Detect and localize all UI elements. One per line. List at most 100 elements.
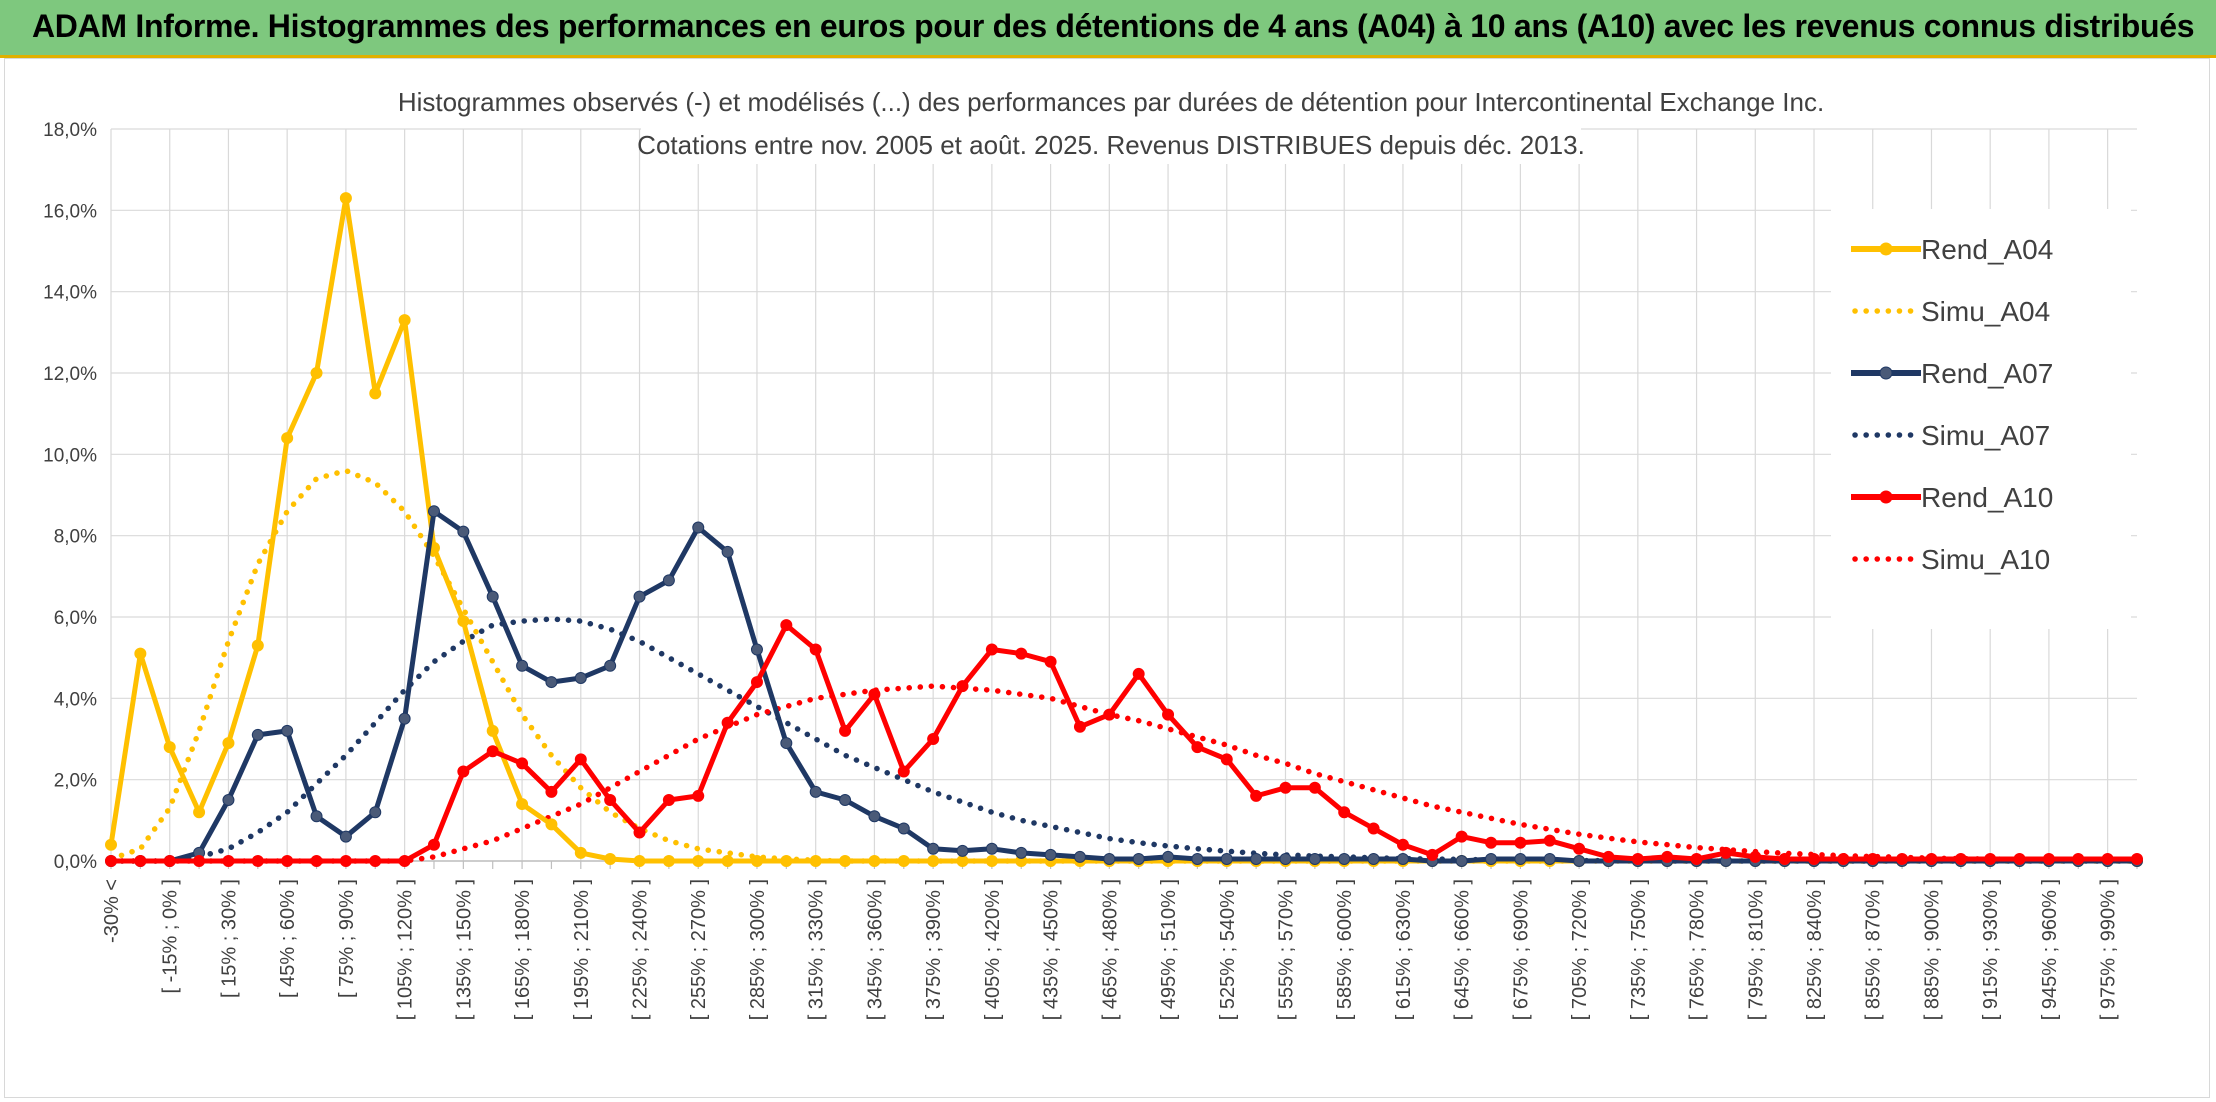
data-point <box>1661 850 1674 863</box>
data-point <box>839 794 852 806</box>
x-tick-label: [ 285% ; 300% ] <box>747 879 769 1020</box>
y-tick-label: 6,0% <box>54 608 97 629</box>
data-point <box>2072 852 2085 865</box>
data-point <box>1073 850 1086 863</box>
data-point <box>1250 852 1263 865</box>
data-point <box>1514 852 1527 865</box>
title-bg <box>376 83 1846 121</box>
y-tick-labels: 0,0% 2,0% 4,0% 6,0% 8,0% 10,0% 12,0% 14,0% 16,0%… <box>43 120 97 873</box>
legend-entry-Simu_A10: Simu_A10 <box>1852 544 2050 575</box>
data-point <box>1485 852 1498 865</box>
data-point <box>2042 852 2055 865</box>
data-point <box>222 855 235 867</box>
data-point <box>1602 850 1615 863</box>
data-point <box>1808 852 1821 865</box>
data-point <box>1925 852 1938 865</box>
x-tick-label: [ 885% ; 900% ] <box>1921 879 1943 1020</box>
data-point <box>956 855 969 867</box>
data-point <box>956 844 969 857</box>
data-point <box>193 855 206 867</box>
data-point <box>662 855 675 867</box>
x-tick-label: [ 435% ; 450% ] <box>1041 879 1063 1020</box>
legend-entry-Simu_A07: Simu_A07 <box>1852 420 2050 451</box>
x-tick-label: [ 315% ; 330% ] <box>806 879 828 1020</box>
legend-marker <box>1879 366 1893 380</box>
y-tick-label: 8,0% <box>54 527 97 548</box>
data-point <box>1191 741 1204 754</box>
data-point <box>633 855 646 867</box>
data-point <box>1837 852 1850 865</box>
data-point <box>163 741 176 754</box>
data-point <box>692 789 705 802</box>
legend-marker <box>1879 242 1893 256</box>
data-point <box>1103 708 1116 721</box>
data-point <box>839 855 852 867</box>
data-point <box>486 724 499 737</box>
x-tick-label: [ 735% ; 750% ] <box>1628 879 1650 1020</box>
data-point <box>105 838 117 851</box>
y-tick-label: 12,0% <box>43 364 97 385</box>
data-point <box>251 728 264 741</box>
title-line: Histogrammes observés (-) et modélisés (… <box>398 87 1824 117</box>
legend-marker <box>1879 490 1893 504</box>
data-point <box>927 733 940 745</box>
data-point <box>985 643 998 656</box>
data-point <box>574 672 587 684</box>
data-point <box>457 615 470 628</box>
data-point <box>1719 846 1732 859</box>
x-tick-label: [ 555% ; 570% ] <box>1275 879 1297 1020</box>
data-point <box>1162 850 1175 863</box>
x-tick-label: [ 795% ; 810% ] <box>1745 879 1767 1020</box>
data-point <box>427 505 440 518</box>
x-tick-label: [ 975% ; 990% ] <box>2098 879 2120 1020</box>
data-point <box>1044 655 1057 668</box>
data-point <box>604 794 617 806</box>
legend-entry-Simu_A04: Simu_A04 <box>1852 296 2050 327</box>
legend-label: Simu_A10 <box>1921 544 2050 575</box>
data-point <box>1220 852 1233 865</box>
x-tick-label: [ 585% ; 600% ] <box>1334 879 1356 1020</box>
data-point <box>692 855 705 867</box>
data-point <box>985 842 998 855</box>
data-point <box>662 794 675 806</box>
data-point <box>398 855 411 867</box>
data-point <box>1015 846 1028 859</box>
data-point <box>134 647 147 660</box>
data-point <box>486 745 499 758</box>
x-tick-label: [ 855% ; 870% ] <box>1863 879 1885 1020</box>
data-point <box>310 367 323 379</box>
data-point <box>1338 806 1351 819</box>
y-tick-label: 16,0% <box>43 201 97 222</box>
data-point <box>839 724 852 737</box>
data-point <box>721 545 734 558</box>
y-tick-label: 4,0% <box>54 689 97 710</box>
data-point <box>1191 852 1204 865</box>
data-point <box>1338 852 1351 865</box>
legend-label: Rend_A07 <box>1921 358 2053 389</box>
data-point <box>339 830 352 843</box>
data-point <box>369 855 382 867</box>
data-point <box>750 676 763 689</box>
data-point <box>516 798 529 811</box>
y-tick-label: 0,0% <box>54 852 97 873</box>
x-tick-label: [ 165% ; 180% ] <box>512 879 534 1020</box>
x-tick-label: [ 255% ; 270% ] <box>688 879 710 1020</box>
data-point <box>1308 781 1321 794</box>
data-point <box>1308 852 1321 865</box>
x-tick-label: [ 705% ; 720% ] <box>1569 879 1591 1020</box>
legend-entry-Rend_A10: Rend_A10 <box>1851 482 2053 513</box>
data-point <box>134 855 147 867</box>
data-point <box>956 680 969 693</box>
data-point <box>1543 852 1556 865</box>
y-tick-label: 14,0% <box>43 283 97 304</box>
data-point <box>339 192 352 205</box>
data-point <box>281 432 294 445</box>
data-point <box>1455 830 1468 843</box>
data-point <box>1015 647 1028 660</box>
legend: Rend_A04 Simu_A04 Rend_A07 Simu_A07 Rend_A10… <box>1831 209 2131 629</box>
x-tick-label: -30% < <box>101 879 123 943</box>
data-point <box>1103 852 1116 865</box>
data-point <box>1543 834 1556 847</box>
legend-label: Rend_A04 <box>1921 234 2053 265</box>
data-point <box>868 688 881 701</box>
